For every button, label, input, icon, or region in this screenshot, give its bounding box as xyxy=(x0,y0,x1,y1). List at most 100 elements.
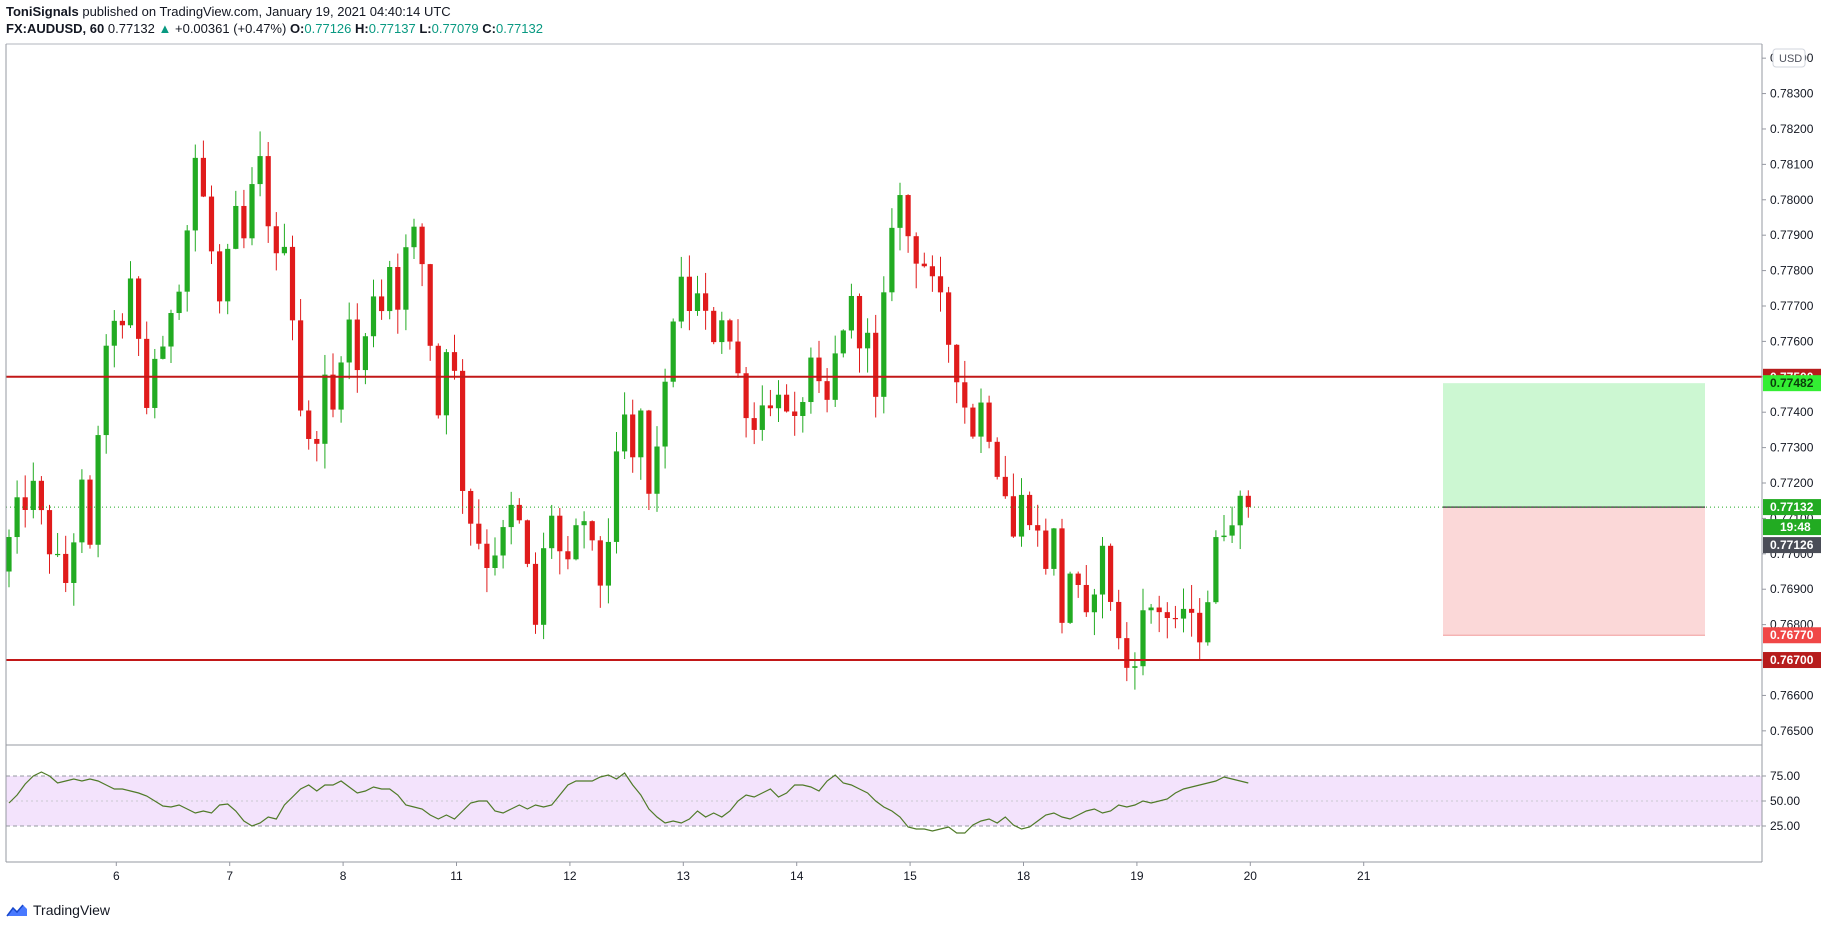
candle-body xyxy=(1043,530,1049,569)
candle-body xyxy=(346,319,352,363)
rsi-tick-label: 25.00 xyxy=(1770,819,1800,833)
candle-body xyxy=(565,551,571,560)
candle-body xyxy=(921,263,927,267)
time-tick-label: 11 xyxy=(450,869,463,883)
candle-body xyxy=(500,527,506,556)
candle-body xyxy=(1197,612,1203,643)
level-lines xyxy=(6,375,1762,662)
candle-body xyxy=(508,504,514,528)
candle-body xyxy=(1083,584,1089,613)
candle-body xyxy=(257,156,263,185)
candle-body xyxy=(622,414,628,452)
candle-body xyxy=(686,276,692,311)
candle-body xyxy=(330,374,336,410)
candle-body xyxy=(241,205,247,239)
candle-body xyxy=(751,418,757,430)
candle-body xyxy=(160,346,166,359)
target-zone xyxy=(1443,383,1705,508)
symbol-label[interactable]: FX:AUDUSD, 60 xyxy=(6,21,105,36)
candle-body xyxy=(848,295,854,331)
low-value: 0.77079 xyxy=(431,21,479,36)
price-tick-label: 0.77700 xyxy=(1770,299,1814,313)
candle-body xyxy=(306,410,312,439)
candle-body xyxy=(152,358,158,408)
candle-body xyxy=(865,332,871,349)
candle-body xyxy=(249,184,255,239)
candle-body xyxy=(1140,610,1146,667)
support-badge xyxy=(1763,652,1821,669)
last-price: 0.77132 xyxy=(107,21,155,36)
candle-body xyxy=(484,543,490,568)
time-tick-label: 21 xyxy=(1357,869,1371,883)
candle-body xyxy=(1067,573,1073,623)
candle-body xyxy=(1213,537,1219,603)
candle-body xyxy=(1189,608,1195,613)
candle-body xyxy=(962,382,968,408)
low-label: L: xyxy=(419,21,432,36)
rsi-line xyxy=(8,771,1249,834)
candle-body xyxy=(395,267,401,310)
publisher-name[interactable]: ToniSignals xyxy=(6,4,79,19)
rsi-pane: 75.00 50.00 25.00 xyxy=(6,769,1800,834)
candle-body xyxy=(119,320,125,326)
price-tick-label: 0.77200 xyxy=(1770,476,1814,490)
candle-body xyxy=(873,332,879,397)
candle-body xyxy=(38,480,44,511)
candle-body xyxy=(322,374,328,444)
candle-body xyxy=(970,407,976,437)
candle-body xyxy=(1221,535,1227,538)
price-tick-label: 0.76600 xyxy=(1770,688,1814,702)
stop-badge xyxy=(1763,627,1821,644)
candle-body xyxy=(703,293,709,311)
candle-body xyxy=(1002,476,1008,497)
candle-body xyxy=(557,515,563,552)
candle-body xyxy=(532,563,539,625)
candle-body xyxy=(1156,607,1162,613)
publish-info: ToniSignals published on TradingView.com… xyxy=(6,4,451,19)
candle-body xyxy=(840,330,846,354)
candle-body xyxy=(605,541,611,586)
close-label: C: xyxy=(482,21,496,36)
candle-body xyxy=(1205,602,1211,643)
axes: 0.765000.766000.767000.768000.769000.770… xyxy=(5,43,1821,883)
price-tick-label: 0.78200 xyxy=(1770,122,1814,136)
candle-body xyxy=(1124,638,1130,668)
candle-body xyxy=(46,510,53,555)
candle-body xyxy=(184,230,190,292)
candle-body xyxy=(1164,612,1170,618)
tradingview-brand[interactable]: TradingView xyxy=(6,902,110,918)
open-label: O: xyxy=(289,21,305,36)
candle-body xyxy=(1237,495,1243,526)
published-text: published on TradingView.com, January 19… xyxy=(82,4,451,19)
candle-body xyxy=(362,336,368,371)
candle-body xyxy=(549,515,555,549)
candle-body xyxy=(986,402,992,442)
candle-body xyxy=(613,451,620,542)
open-value: 0.77126 xyxy=(304,21,352,36)
candle-body xyxy=(387,267,393,312)
time-tick-label: 7 xyxy=(226,869,233,883)
candle-body xyxy=(638,410,644,458)
countdown-badge xyxy=(1763,519,1821,536)
candle-body xyxy=(662,381,668,447)
candle-body xyxy=(379,296,385,312)
candle-body xyxy=(127,278,134,326)
candle-body xyxy=(476,523,482,544)
candle-body xyxy=(589,521,595,541)
candle-body xyxy=(1108,545,1114,602)
open-price-label: 0.77126 xyxy=(1770,538,1814,552)
candle-body xyxy=(22,497,28,510)
candle-body xyxy=(978,402,984,437)
candle-body xyxy=(1059,528,1065,623)
candle-body xyxy=(265,156,271,227)
stop-zone xyxy=(1443,507,1705,636)
candle-body xyxy=(87,479,93,545)
currency-label: USD xyxy=(1779,53,1802,65)
candle-body xyxy=(1172,617,1178,620)
open-price-badge xyxy=(1763,537,1821,554)
candle-body xyxy=(735,341,741,374)
candle-body xyxy=(460,370,466,491)
candle-body xyxy=(946,292,952,345)
time-tick-label: 12 xyxy=(563,869,577,883)
